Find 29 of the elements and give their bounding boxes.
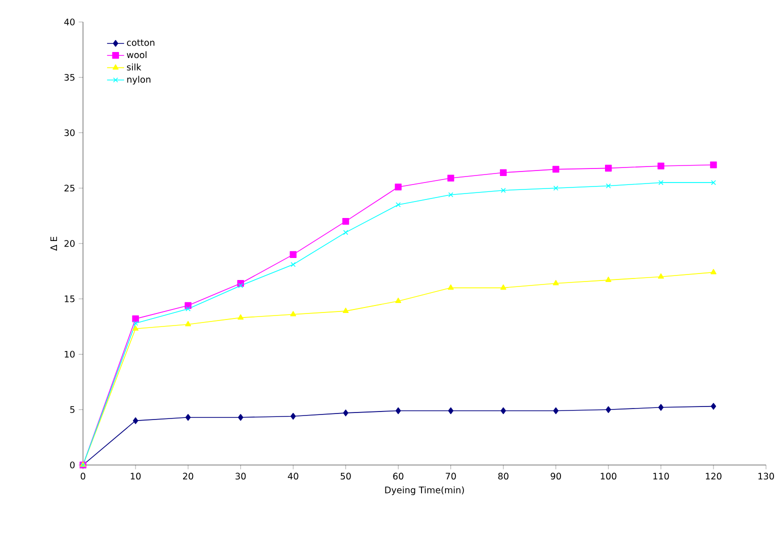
legend-label: nylon: [127, 76, 150, 84]
x-tick-label: 60: [393, 472, 404, 480]
x-axis-title: Dyeing Time(min): [385, 486, 464, 496]
x-tick-label: 120: [706, 472, 722, 480]
y-tick-label: 5: [70, 406, 74, 413]
x-tick-label: 20: [183, 472, 194, 480]
y-tick-label: 40: [64, 18, 75, 26]
legend-label: silk: [126, 64, 142, 70]
x-tick-label: 130: [758, 472, 774, 480]
y-tick-label: 15: [64, 296, 74, 302]
x-tick-label: 30: [236, 472, 246, 480]
x-tick-label: 70: [446, 472, 456, 480]
y-tick-label: 0: [70, 462, 75, 468]
y-tick-label: 20: [64, 240, 75, 247]
y-axis-title: Δ E: [50, 236, 57, 251]
x-tick-label: 10: [130, 472, 141, 480]
x-tick-label: 0: [80, 472, 86, 480]
x-tick-label: 100: [600, 472, 616, 480]
y-tick-label: 30: [64, 129, 75, 136]
y-tick-label: 10: [64, 350, 75, 358]
x-tick-label: 80: [498, 472, 508, 480]
x-tick-label: 90: [550, 472, 561, 480]
y-tick-label: 25: [64, 184, 74, 192]
x-tick-label: 50: [340, 472, 351, 480]
x-tick-label: 110: [653, 472, 669, 480]
legend-label: cotton: [126, 39, 154, 46]
x-tick-label: 40: [288, 472, 298, 480]
legend-label: wool: [126, 51, 146, 58]
y-tick-label: 35: [64, 74, 74, 81]
